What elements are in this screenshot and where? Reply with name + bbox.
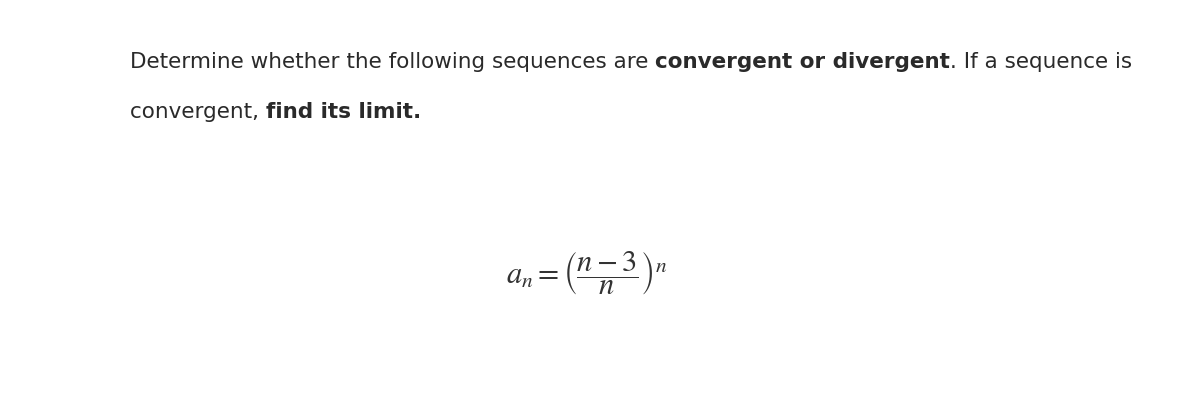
Text: convergent or divergent: convergent or divergent <box>655 52 950 72</box>
Text: . If a sequence is: . If a sequence is <box>950 52 1133 72</box>
Text: Determine whether the following sequences are: Determine whether the following sequence… <box>130 52 655 72</box>
Text: $a_n = \left(\dfrac{n-3}{n}\right)^n$: $a_n = \left(\dfrac{n-3}{n}\right)^n$ <box>506 249 667 298</box>
Text: convergent,: convergent, <box>130 102 266 122</box>
Text: find its limit.: find its limit. <box>266 102 421 122</box>
